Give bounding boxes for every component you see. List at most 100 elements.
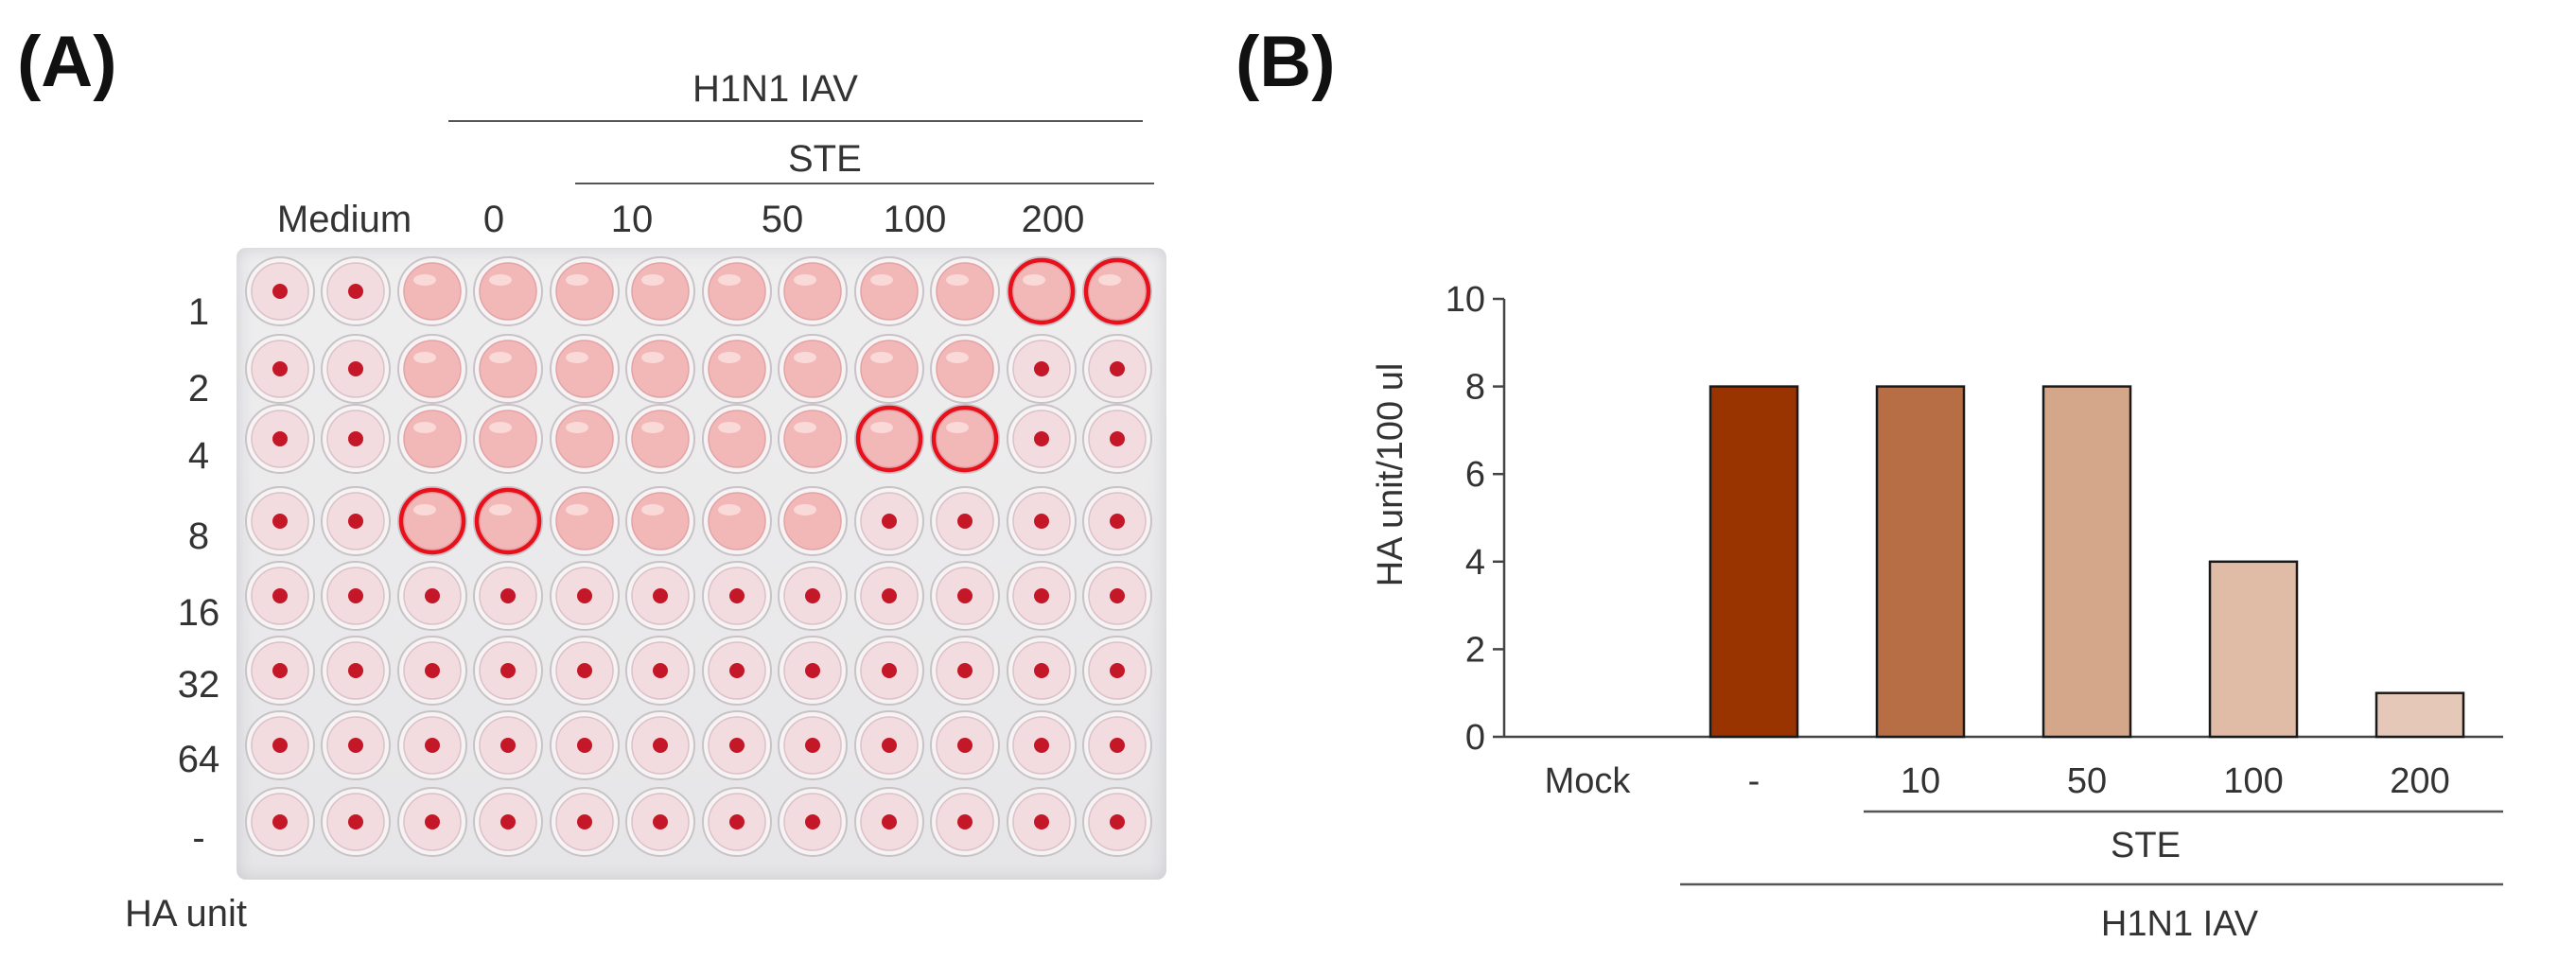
row-label-1: 1: [187, 291, 210, 333]
row-label-2: 2: [187, 368, 210, 410]
plate-well: [245, 561, 315, 631]
x-tick-label: 100: [2223, 761, 2283, 801]
plate-well: [550, 787, 620, 857]
plate-wells-svg: [245, 256, 1152, 857]
plate-well: [397, 636, 467, 706]
highlight-circle: [931, 405, 999, 473]
plate-well: [1007, 636, 1077, 706]
plate-well: [550, 334, 620, 404]
plate-well: [1082, 636, 1152, 706]
plate-well: [245, 486, 315, 556]
panel-a-treatment-bracket: [575, 183, 1154, 184]
plate-well: [778, 486, 848, 556]
column-label-200: 200: [1021, 199, 1085, 240]
plate-well: [397, 256, 467, 326]
plate-well: [397, 486, 467, 556]
column-label-10: 10: [610, 199, 654, 240]
plate-well: [625, 334, 695, 404]
x-tick-label: -: [1748, 761, 1761, 801]
y-tick-label: 4: [1465, 543, 1485, 583]
plate-well: [1007, 404, 1077, 474]
plate-well: [321, 561, 391, 631]
plate-well: [854, 334, 924, 404]
panel-b-label: (B): [1235, 22, 1336, 102]
y-tick-label: 8: [1465, 368, 1485, 408]
row-label-none: -: [192, 817, 205, 859]
plate-well: [473, 404, 543, 474]
row-label-64: 64: [177, 739, 220, 780]
plate-well: [854, 710, 924, 780]
column-label-100: 100: [883, 199, 947, 240]
plate-well: [778, 561, 848, 631]
plate-well: [473, 787, 543, 857]
plate-well: [473, 636, 543, 706]
plate-well: [702, 486, 772, 556]
panel-a-virus-bracket: [448, 120, 1143, 122]
plate-well: [702, 710, 772, 780]
x-tick-label: Mock: [1545, 761, 1632, 801]
plate-well: [778, 636, 848, 706]
plate-well: [550, 404, 620, 474]
plate-well: [550, 256, 620, 326]
plate-well: [778, 404, 848, 474]
plate-well: [778, 256, 848, 326]
y-tick-label: 6: [1465, 455, 1485, 495]
plate-well: [321, 636, 391, 706]
row-label-16: 16: [177, 592, 220, 634]
column-label-50: 50: [761, 199, 804, 240]
plate-well: [778, 787, 848, 857]
plate-well: [625, 561, 695, 631]
column-label-0: 0: [482, 199, 505, 240]
plate-well: [397, 787, 467, 857]
plate-well: [1082, 256, 1152, 326]
plate-well: [1082, 486, 1152, 556]
chart-x-labels: Mock - 10 50 100 200: [1545, 761, 2450, 801]
chart-bars: [1709, 385, 2465, 739]
panel-a-virus-label: H1N1 IAV: [692, 68, 858, 110]
plate-well: [321, 334, 391, 404]
plate-well: [1082, 334, 1152, 404]
plate-well: [1007, 486, 1077, 556]
plate-well: [930, 334, 1000, 404]
plate-well: [930, 787, 1000, 857]
x-tick-label: 10: [1901, 761, 1940, 801]
plate-well: [245, 710, 315, 780]
plate-well: [245, 404, 315, 474]
plate-well: [625, 636, 695, 706]
plate-well: [245, 256, 315, 326]
plate-well: [854, 561, 924, 631]
y-axis-title: HA unit/100 ul: [1371, 363, 1411, 587]
plate-well: [854, 636, 924, 706]
highlight-circle: [398, 487, 466, 555]
group-label-h1n1-iav: H1N1 IAV: [2101, 904, 2259, 944]
row-label-8: 8: [187, 515, 210, 557]
plate-well: [702, 256, 772, 326]
plate-well: [321, 486, 391, 556]
plate-well: [930, 561, 1000, 631]
plate-well: [397, 334, 467, 404]
y-tick-label: 10: [1446, 280, 1485, 320]
highlight-circle: [1008, 257, 1076, 325]
plate-well: [854, 486, 924, 556]
y-tick-label: 0: [1465, 718, 1485, 758]
plate-well: [778, 334, 848, 404]
plate-well: [1007, 334, 1077, 404]
ha-bar-chart: HA unit/100 ul 0 2 4 6 8 10 Mock - 10 50 100 200 S…: [1371, 280, 2503, 944]
plate-well: [1082, 561, 1152, 631]
plate-well: [321, 710, 391, 780]
plate-well: [1082, 710, 1152, 780]
plate-well: [1007, 256, 1077, 326]
plate-well: [321, 256, 391, 326]
plate-well: [1082, 404, 1152, 474]
panel-a-treatment-label: STE: [788, 138, 862, 180]
plate-well: [473, 561, 543, 631]
plate-well: [854, 787, 924, 857]
plate-well: [1007, 561, 1077, 631]
plate-well: [702, 561, 772, 631]
highlight-circle: [1083, 257, 1151, 325]
plate-well: [702, 636, 772, 706]
column-label-medium: Medium: [276, 199, 412, 240]
bar-5: [2374, 691, 2465, 739]
plate-well: [550, 710, 620, 780]
highlight-circle: [855, 405, 923, 473]
